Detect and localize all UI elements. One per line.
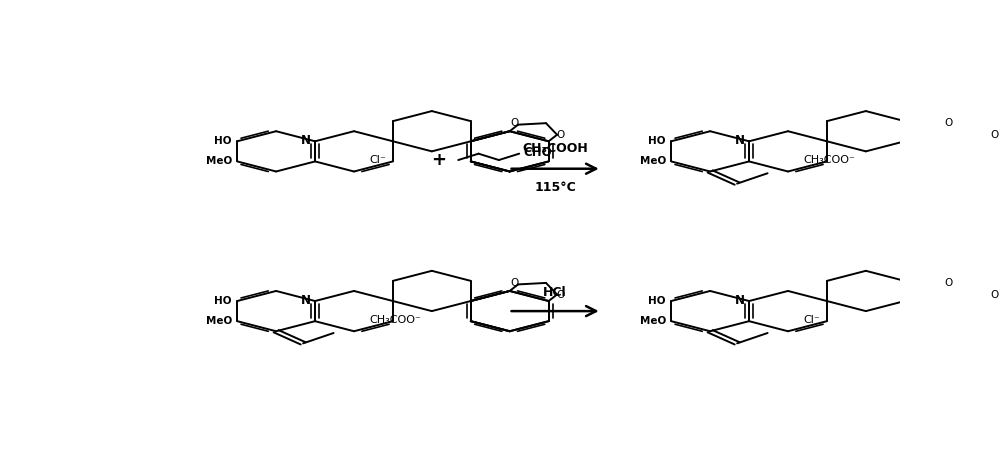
Text: O: O [510,118,518,128]
Text: CH₃COO⁻: CH₃COO⁻ [804,156,856,166]
Text: 115°C: 115°C [534,181,576,194]
Text: MeO: MeO [640,316,666,326]
Text: N: N [735,134,745,147]
Text: N: N [735,294,745,307]
Text: HO: HO [214,296,232,306]
Text: O: O [557,130,565,140]
Text: HO: HO [648,136,666,146]
Text: MeO: MeO [206,156,232,166]
Text: HO: HO [214,136,232,146]
Text: CHO: CHO [523,147,552,160]
Text: HCl: HCl [543,286,567,299]
Text: O: O [991,290,999,300]
Text: O: O [944,278,952,288]
Text: N: N [301,134,311,147]
Text: MeO: MeO [206,316,232,326]
Text: MeO: MeO [640,156,666,166]
Text: HO: HO [648,296,666,306]
Text: N: N [301,294,311,307]
Text: Cl⁻: Cl⁻ [804,315,820,325]
Text: O: O [991,130,999,140]
Text: O: O [944,118,952,128]
Text: O: O [510,278,518,288]
Text: CH₃COO⁻: CH₃COO⁻ [370,315,422,325]
Text: +: + [431,151,446,169]
Text: Cl⁻: Cl⁻ [370,156,386,166]
Text: O: O [557,290,565,300]
Text: CH₃COOH: CH₃COOH [522,142,588,155]
